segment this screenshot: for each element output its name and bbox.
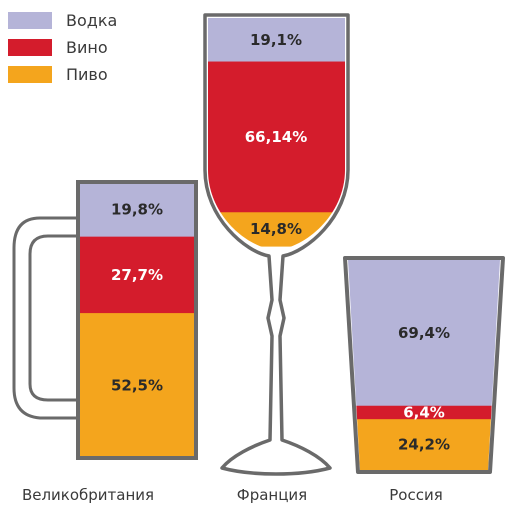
bar-segment [78,313,196,456]
legend-item: Пиво [8,64,108,84]
category-label: Россия [389,486,443,504]
legend-swatch [8,38,52,56]
data-label: 27,7% [111,266,163,284]
tumbler-outline [343,256,505,474]
data-label: 24,2% [398,436,450,454]
bar-segment [208,18,345,63]
bar-segment [348,419,500,470]
category-label: Франция [237,486,307,504]
glass-outline [203,13,350,476]
data-label: 19,1% [250,31,302,49]
data-label: 19,8% [111,200,163,218]
bar-segment [78,236,196,314]
mug-handle [12,216,82,420]
legend-item: Водка [8,10,117,30]
data-label: 66,14% [245,128,307,146]
legend-label: Водка [66,10,118,30]
legend-label: Пиво [66,64,108,84]
legend-label: Вино [66,37,108,57]
category-label: Великобритания [22,486,154,504]
beer-mug [12,180,198,460]
bar-segment [78,182,196,238]
wine-glass [203,13,350,476]
legend-swatch [8,65,52,83]
mug-outline [76,180,198,460]
data-label: 6,4% [403,403,445,421]
data-label: 14,8% [250,220,302,238]
bar-segment [348,260,500,407]
data-label: 52,5% [111,377,163,395]
tumbler [343,256,505,474]
data-label: 69,4% [398,324,450,342]
legend-item: Вино [8,37,108,57]
legend-swatch [8,11,52,29]
bar-segment [208,61,345,213]
bar-segment [348,405,500,420]
